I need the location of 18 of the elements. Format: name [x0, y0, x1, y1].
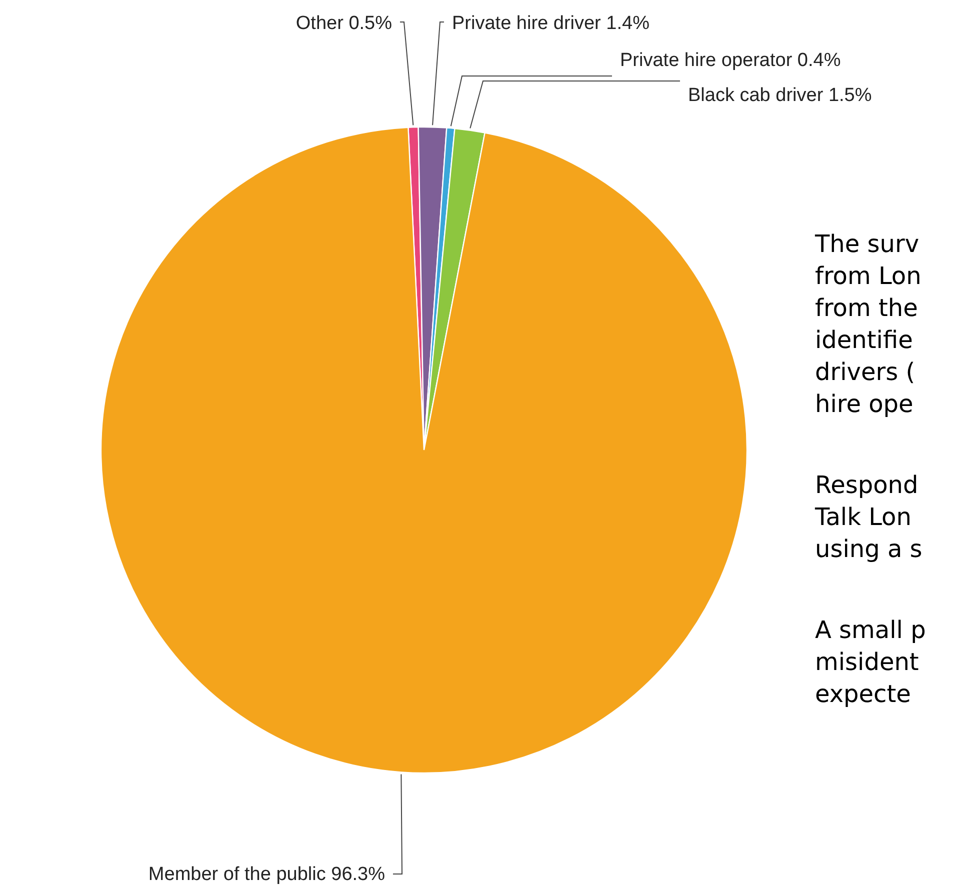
pie-slice: [100, 126, 748, 774]
slice-label: Black cab driver 1.5%: [688, 85, 872, 106]
text: from Lon: [815, 262, 922, 290]
text: drivers (: [815, 358, 916, 386]
text: A small p: [815, 616, 926, 644]
slice-label: Private hire operator 0.4%: [620, 50, 841, 71]
text: Talk Lon: [814, 503, 912, 531]
text: from the: [815, 294, 918, 322]
text: using a s: [815, 535, 922, 563]
text: misident: [815, 648, 919, 676]
slice-label: Private hire driver 1.4%: [452, 13, 650, 34]
slice-label: Member of the public 96.3%: [148, 864, 386, 885]
text: identifie: [815, 326, 913, 354]
slice-label: Other 0.5%: [296, 13, 392, 34]
text: expecte: [815, 680, 911, 708]
text: Respond: [815, 471, 918, 499]
text: The surv: [814, 230, 920, 258]
text: hire ope: [815, 390, 914, 418]
